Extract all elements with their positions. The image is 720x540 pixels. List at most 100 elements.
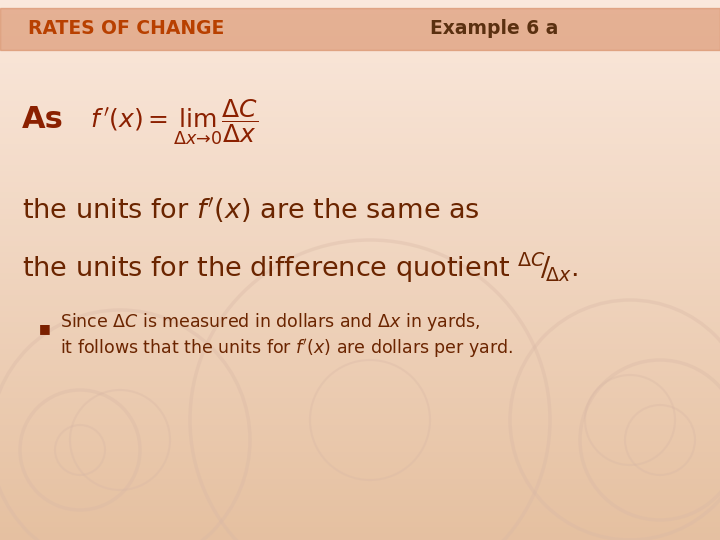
Bar [0, 37, 720, 43]
Bar [0, 490, 720, 497]
Bar [0, 496, 720, 502]
Bar [0, 69, 720, 76]
Bar [0, 210, 720, 216]
Bar [0, 409, 720, 416]
Bar [0, 247, 720, 254]
Bar [0, 172, 720, 178]
Bar [0, 501, 720, 508]
Bar [0, 231, 720, 238]
Bar [0, 296, 720, 302]
Text: Example 6 a: Example 6 a [430, 19, 559, 38]
Bar [0, 458, 720, 464]
Bar [0, 480, 720, 486]
Bar [0, 442, 720, 448]
Bar [0, 382, 720, 389]
Text: the units for the difference quotient ${}^{\Delta C}\!/\!{}_{\Delta x}$.: the units for the difference quotient ${… [22, 251, 578, 285]
Bar [0, 134, 720, 140]
Bar [0, 517, 720, 524]
Bar [0, 91, 720, 97]
Bar [0, 58, 720, 65]
Bar [0, 328, 720, 335]
Bar [0, 323, 720, 329]
Bar [0, 237, 720, 243]
Bar [0, 0, 720, 5]
Bar [0, 53, 720, 59]
Text: it follows that the units for $f'(x)$ are dollars per yard.: it follows that the units for $f'(x)$ ar… [60, 336, 513, 360]
Bar [0, 242, 720, 248]
Bar [0, 507, 720, 513]
Bar [0, 102, 720, 108]
Bar [0, 350, 720, 356]
Bar [0, 415, 720, 421]
Text: the units for $f'(x)$ are the same as: the units for $f'(x)$ are the same as [22, 195, 480, 225]
Bar [0, 161, 720, 167]
Bar [0, 399, 720, 405]
Text: As: As [22, 105, 64, 134]
Bar [0, 355, 720, 362]
Bar [0, 318, 720, 324]
Bar [0, 274, 720, 281]
Bar [0, 15, 720, 22]
Bar [0, 361, 720, 367]
Bar [0, 431, 720, 437]
Bar [0, 264, 720, 270]
Bar [0, 469, 720, 475]
Bar [0, 26, 720, 32]
Bar [0, 204, 720, 211]
Bar [0, 512, 720, 518]
Bar [0, 215, 720, 221]
Bar [0, 307, 720, 313]
Bar [0, 188, 720, 194]
Bar [0, 96, 720, 103]
Text: $f\,'(x) = \lim_{\Delta x \to 0} \dfrac{\Delta C}{\Delta x}$: $f\,'(x) = \lim_{\Delta x \to 0} \dfrac{… [90, 97, 258, 147]
Bar [0, 301, 720, 308]
Bar [0, 10, 720, 16]
Bar [0, 474, 720, 481]
Bar [0, 107, 720, 113]
Bar [0, 112, 720, 119]
Bar [0, 145, 720, 151]
Text: Since $\Delta C$ is measured in dollars and $\Delta x$ in yards,: Since $\Delta C$ is measured in dollars … [60, 311, 480, 333]
Bar [0, 253, 720, 259]
Bar [0, 258, 720, 265]
Bar [0, 420, 720, 427]
Bar [0, 21, 720, 27]
Bar [0, 372, 720, 378]
Bar [0, 426, 720, 432]
Bar [0, 64, 720, 70]
Bar [0, 269, 720, 275]
Bar [0, 177, 720, 184]
Bar [0, 42, 720, 49]
Bar [0, 31, 720, 38]
Bar [0, 453, 720, 459]
Bar [0, 183, 720, 189]
Bar [0, 339, 720, 346]
Bar [0, 463, 720, 470]
Bar [0, 447, 720, 454]
Bar [0, 280, 720, 286]
Bar [0, 139, 720, 146]
Text: $\blacksquare$: $\blacksquare$ [38, 323, 50, 337]
Bar [0, 193, 720, 200]
Bar [0, 312, 720, 319]
Bar [0, 345, 720, 351]
Bar [0, 377, 720, 383]
Bar [0, 156, 720, 162]
Bar [0, 85, 720, 92]
Bar [0, 75, 720, 81]
Text: RATES OF CHANGE: RATES OF CHANGE [28, 19, 224, 38]
Bar [0, 80, 720, 86]
Bar [0, 285, 720, 292]
Bar [0, 366, 720, 373]
Bar [0, 118, 720, 124]
Bar [0, 129, 720, 135]
Bar [0, 220, 720, 227]
Bar [0, 523, 720, 529]
Bar [0, 150, 720, 157]
Bar [0, 436, 720, 443]
Bar [0, 48, 720, 54]
Bar [0, 199, 720, 205]
Bar [0, 166, 720, 173]
Bar [0, 528, 720, 535]
Bar [0, 334, 720, 340]
